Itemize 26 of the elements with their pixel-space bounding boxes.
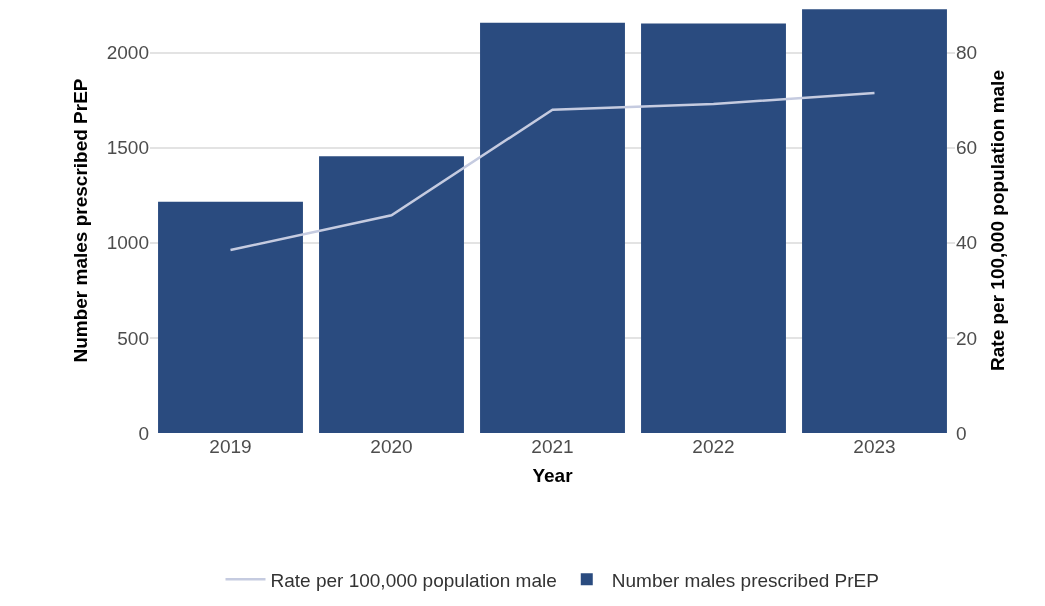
y-tick-label: 0 [138,422,149,444]
x-tick-label: 2022 [692,436,735,457]
y-tick-label: 1000 [106,232,149,254]
x-tick-label: 2023 [853,436,896,457]
bar [158,201,303,433]
x-tick-label: 2021 [531,436,574,457]
x-tick-label: 2020 [370,436,413,457]
y2-tick-label: 20 [956,327,978,349]
y-tick-label: 2000 [106,42,149,64]
bar [641,23,786,433]
y-tick-label: 1500 [106,137,149,159]
bar [802,9,947,433]
x-axis-title: Year [532,464,574,486]
line-series [229,91,876,252]
y2-tick-label: 80 [956,42,978,64]
bar [480,22,625,433]
y2-tick-label: 40 [956,232,978,254]
y-tick-label: 500 [117,327,149,349]
y2-tick-label: 0 [956,422,967,444]
legend-label: Rate per 100,000 population male [270,569,557,591]
bar [319,156,464,433]
x-tick-label: 2019 [209,436,252,457]
legend-label: Number males prescribed PrEP [611,569,879,591]
y-axis-title: Number males prescribed PrEP [69,78,91,363]
y2-axis-title: Rate per 100,000 population male [986,70,1008,371]
y2-tick-label: 60 [956,137,978,159]
